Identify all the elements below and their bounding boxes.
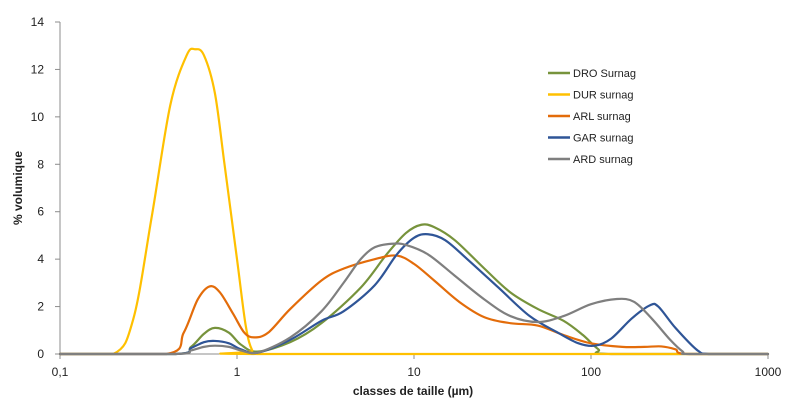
y-tick-label: 8 [37, 157, 44, 171]
legend-label-dur-surnag: DUR surnag [573, 90, 634, 102]
legend-label-arl-surnag: ARL surnag [573, 111, 631, 123]
legend-label-dro-surnag: DRO Surnag [573, 68, 636, 80]
legend-label-ard-surnag: ARD surnag [573, 154, 633, 166]
x-tick-label: 0,1 [52, 365, 69, 379]
legend: DRO Surnag DUR surnag ARL surnag GAR surnag… [548, 68, 636, 166]
plot-area [59, 22, 768, 355]
y-axis-ticks: 0 2 4 6 8 10 12 14 [31, 15, 60, 361]
y-tick-label: 2 [37, 300, 44, 314]
series-line-dur-surnag [58, 47, 770, 356]
x-tick-label: 100 [581, 365, 601, 379]
series-line-arl-surnag [58, 254, 770, 356]
x-axis-title: classes de taille (µm) [353, 384, 473, 398]
x-tick-label: 10 [407, 365, 421, 379]
series-line-gar-surnag [58, 233, 770, 356]
series-line-dro-surnag [58, 223, 770, 356]
y-tick-label: 12 [31, 62, 45, 76]
series-line-ard-surnag [58, 242, 770, 356]
x-tick-label: 1000 [755, 365, 782, 379]
y-tick-label: 14 [31, 15, 45, 29]
y-axis-title: % volumique [11, 151, 25, 225]
x-tick-label: 1 [234, 365, 241, 379]
y-tick-label: 4 [37, 252, 44, 266]
series-lines [58, 47, 770, 356]
legend-label-gar-surnag: GAR surnag [573, 133, 634, 145]
y-tick-label: 10 [31, 110, 45, 124]
y-tick-label: 6 [37, 205, 44, 219]
x-axis-ticks: 0,1 1 10 100 1000 [52, 354, 782, 379]
y-tick-label: 0 [37, 347, 44, 361]
